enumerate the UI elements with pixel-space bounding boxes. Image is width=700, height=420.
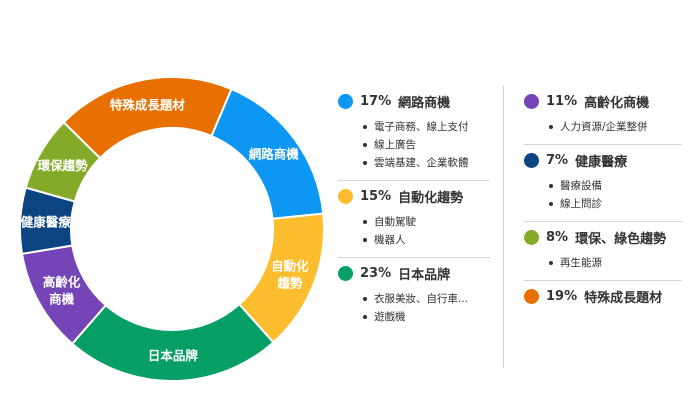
slice-label-2: 日本品牌: [148, 348, 199, 363]
legend-item-header: 19% 特殊成長題材: [524, 287, 682, 306]
slice-label-4: 健康醫療: [21, 214, 72, 229]
legend-subitem: 再生能源: [548, 254, 682, 272]
legend-subitems: 電子商務、線上支付 線上廣告 雲端基建、企業軟體: [338, 118, 490, 172]
legend-label: 網路商機: [398, 96, 451, 111]
legend-subitem: 衣服美妝、自行車...: [362, 290, 490, 308]
legend-color-dot: [524, 289, 539, 304]
legend-item: 7% 健康醫療醫療設備 線上問診: [524, 145, 682, 222]
legend-item-header: 23% 日本品牌: [338, 264, 490, 283]
slice-label-3: 高齡化商機: [43, 275, 81, 307]
legend-item-header: 7% 健康醫療: [524, 151, 682, 170]
slice-label-1: 自動化趨勢: [271, 259, 309, 291]
donut-slices: [19, 76, 325, 382]
legend-item-header: 11% 高齡化商機: [524, 92, 682, 111]
legend-percent: 15%: [360, 189, 392, 204]
legend-item: 17% 網路商機電子商務、線上支付 線上廣告 雲端基建、企業軟體: [338, 86, 490, 181]
legend-column-divider: [503, 86, 504, 368]
legend-subitem: 機器人: [362, 231, 490, 249]
legend-percent: 8%: [546, 230, 569, 245]
legend-subitems: 衣服美妝、自行車... 遊戲機: [338, 290, 490, 326]
legend-color-dot: [524, 94, 539, 109]
legend-color-dot: [338, 266, 353, 281]
legend-item-header: 15% 自動化趨勢: [338, 187, 490, 206]
legend-subitem: 自動駕駛: [362, 213, 490, 231]
legend-subitem: 醫療設備: [548, 177, 682, 195]
legend-label: 健康醫療: [575, 155, 628, 170]
legend-label: 特殊成長題材: [584, 291, 663, 306]
legend-label: 日本品牌: [398, 268, 451, 283]
legend-left-column: 17% 網路商機電子商務、線上支付 線上廣告 雲端基建、企業軟體 15% 自動化趨勢自動駕…: [338, 86, 490, 334]
legend-subitems: 自動駕駛 機器人: [338, 213, 490, 249]
legend-color-dot: [524, 230, 539, 245]
legend-right-column: 11% 高齡化商機人力資源/企業整併 7% 健康醫療醫療設備 線上問診 8% 環保、綠色趨勢…: [524, 86, 682, 314]
legend-subitem: 電子商務、線上支付: [362, 118, 490, 136]
legend-color-dot: [338, 94, 353, 109]
legend-subitem: 線上廣告: [362, 136, 490, 154]
legend-item: 8% 環保、綠色趨勢再生能源: [524, 222, 682, 281]
legend-percent: 19%: [546, 289, 578, 304]
legend-percent: 11%: [546, 94, 578, 109]
legend-item-header: 8% 環保、綠色趨勢: [524, 228, 682, 247]
legend-item: 19% 特殊成長題材: [524, 281, 682, 314]
legend-percent: 17%: [360, 94, 392, 109]
legend-color-dot: [338, 189, 353, 204]
legend-item-header: 17% 網路商機: [338, 92, 490, 111]
legend-percent: 23%: [360, 266, 392, 281]
slice-6: [62, 76, 233, 160]
legend-item: 11% 高齡化商機人力資源/企業整併: [524, 86, 682, 145]
legend-subitem: 遊戲機: [362, 308, 490, 326]
legend-subitem: 雲端基建、企業軟體: [362, 154, 490, 172]
slice-label-0: 網路商機: [249, 146, 300, 161]
slice-2: [70, 302, 275, 382]
legend-subitem: 線上問診: [548, 195, 682, 213]
legend-label: 自動化趨勢: [398, 191, 464, 206]
legend-item: 23% 日本品牌衣服美妝、自行車... 遊戲機: [338, 258, 490, 334]
slice-label-5: 環保趨勢: [38, 158, 89, 173]
legend-subitems: 醫療設備 線上問診: [524, 177, 682, 213]
slice-label-6: 特殊成長題材: [110, 97, 186, 112]
legend-subitems: 再生能源: [524, 254, 682, 272]
legend-color-dot: [524, 153, 539, 168]
legend-label: 高齡化商機: [584, 96, 650, 111]
legend-subitem: 人力資源/企業整併: [548, 118, 682, 136]
legend-percent: 7%: [546, 153, 569, 168]
legend-item: 15% 自動化趨勢自動駕駛 機器人: [338, 181, 490, 258]
legend-label: 環保、綠色趨勢: [575, 232, 667, 247]
legend-subitems: 人力資源/企業整併: [524, 118, 682, 136]
